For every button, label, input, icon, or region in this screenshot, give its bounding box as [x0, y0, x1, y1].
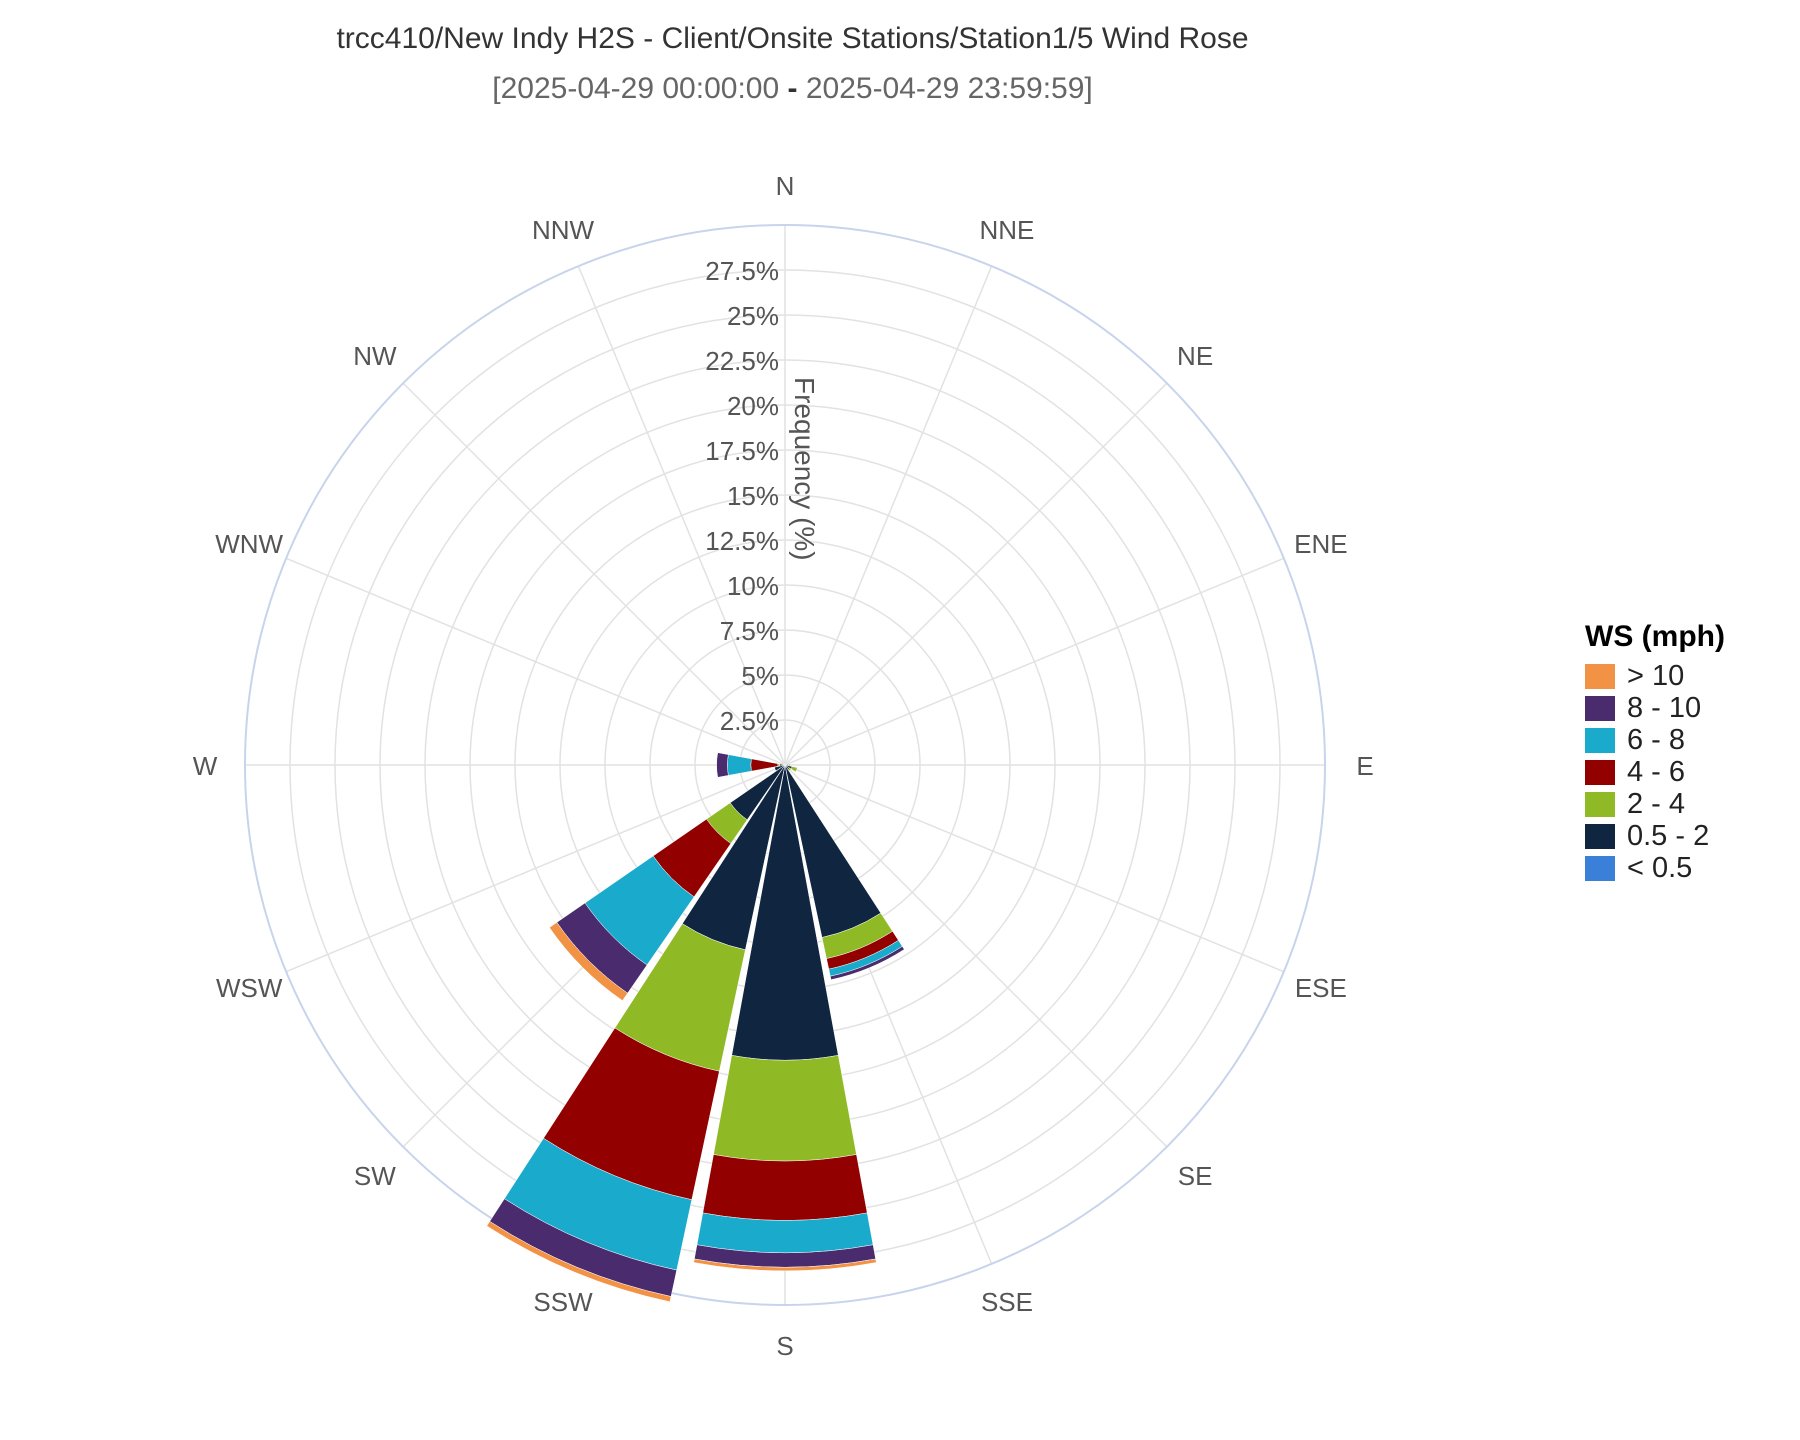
- legend-label: > 10: [1627, 659, 1685, 692]
- legend-swatch: [1585, 791, 1615, 817]
- direction-label-NNE: NNE: [980, 215, 1035, 245]
- radial-tick-label: 22.5%: [705, 346, 779, 376]
- direction-label-W: W: [193, 751, 218, 781]
- legend-item[interactable]: > 10: [1585, 660, 1725, 692]
- spoke-ENE: [784, 557, 1285, 766]
- radial-tick-label: 10%: [727, 571, 779, 601]
- direction-label-SSE: SSE: [981, 1287, 1033, 1317]
- spoke-WNW: [285, 557, 786, 766]
- direction-label-N: N: [776, 171, 795, 201]
- legend-title: WS (mph): [1585, 620, 1725, 653]
- legend-swatch: [1585, 855, 1615, 881]
- bar-SSW-series-6: [486, 1221, 672, 1303]
- radial-axis-title: Frequency (%): [789, 377, 820, 561]
- chart-subtitle: [2025-04-29 00:00:00 - 2025-04-29 23:59:…: [0, 72, 1585, 106]
- spoke-NE: [784, 382, 1168, 766]
- legend-label: 8 - 10: [1627, 691, 1702, 724]
- polar-grid: [244, 224, 1326, 1306]
- bar-WSW-series-1: [774, 764, 786, 772]
- legend-item[interactable]: 0.5 - 2: [1585, 820, 1725, 852]
- bar-SSE-series-5: [829, 946, 905, 981]
- legend-item[interactable]: 8 - 10: [1585, 692, 1725, 724]
- bar-S-series-6: [693, 1258, 877, 1272]
- subtitle-end: 2025-04-29 23:59:59]: [805, 72, 1093, 105]
- spoke-NW: [402, 382, 786, 766]
- spoke-NNW: [577, 265, 786, 766]
- legend-item[interactable]: 4 - 6: [1585, 756, 1725, 788]
- direction-label-SE: SE: [1178, 1161, 1213, 1191]
- legend-item[interactable]: 2 - 4: [1585, 788, 1725, 820]
- direction-label-ENE: ENE: [1294, 529, 1347, 559]
- radial-tick-label: 7.5%: [720, 616, 779, 646]
- legend-swatch: [1585, 695, 1615, 721]
- direction-label-E: E: [1356, 751, 1373, 781]
- legend-swatch: [1585, 823, 1615, 849]
- legend-label: 4 - 6: [1627, 755, 1686, 788]
- legend-label: 6 - 8: [1627, 723, 1686, 756]
- wind-rose-chart: 2.5% 5% 7.5% 10% 12.5% 15% 17.5% 20% 22.5% 25% 27.…: [193, 171, 1374, 1361]
- radial-tick-labels: 2.5% 5% 7.5% 10% 12.5% 15% 17.5% 20% 22.5% 25% 27.…: [705, 256, 779, 736]
- bar-ESE-series-2: [790, 766, 798, 773]
- legend-label: < 0.5: [1627, 851, 1693, 884]
- radial-tick-label: 20%: [727, 391, 779, 421]
- spoke-WSW: [285, 764, 786, 973]
- subtitle-separator: -: [779, 72, 806, 105]
- spoke-NNE: [784, 265, 993, 766]
- bar-SW-series-6: [549, 922, 628, 1001]
- direction-label-NNW: NNW: [532, 215, 595, 245]
- subtitle-start: [2025-04-29 00:00:00: [492, 72, 780, 105]
- direction-label-S: S: [776, 1331, 793, 1361]
- spoke-SE: [784, 764, 1168, 1148]
- legend-item[interactable]: < 0.5: [1585, 852, 1725, 884]
- bar-W-series-4: [727, 754, 752, 776]
- legend-swatch: [1585, 759, 1615, 785]
- radial-tick-label: 17.5%: [705, 436, 779, 466]
- direction-label-NW: NW: [353, 341, 397, 371]
- legend-swatch: [1585, 663, 1615, 689]
- radial-tick-label: 15%: [727, 481, 779, 511]
- spoke-ESE: [784, 764, 1285, 973]
- bar-W-series-5: [716, 752, 729, 778]
- direction-label-SSW: SSW: [533, 1287, 593, 1317]
- legend-label: 0.5 - 2: [1627, 819, 1710, 852]
- radial-tick-label: 2.5%: [720, 706, 779, 736]
- chart-title: trcc410/New Indy H2S - Client/Onsite Sta…: [336, 22, 1249, 55]
- outer-ring: [244, 224, 1326, 1306]
- direction-label-SW: SW: [354, 1161, 396, 1191]
- radial-tick-label: 25%: [727, 301, 779, 331]
- direction-label-WSW: WSW: [216, 973, 283, 1003]
- radial-tick-label: 27.5%: [705, 256, 779, 286]
- direction-label-NE: NE: [1177, 341, 1213, 371]
- legend-item[interactable]: 6 - 8: [1585, 724, 1725, 756]
- radial-tick-label: 12.5%: [705, 526, 779, 556]
- legend-label: 2 - 4: [1627, 787, 1686, 820]
- radial-tick-label: 5%: [741, 661, 779, 691]
- direction-label-ESE: ESE: [1295, 973, 1347, 1003]
- direction-labels: N NNE NE ENE E ESE SE SSE S SSW SW WSW W WNW NW NNW: [193, 171, 1374, 1361]
- wind-rose-bars: [486, 752, 905, 1303]
- legend-swatch: [1585, 727, 1615, 753]
- direction-label-WNW: WNW: [215, 529, 283, 559]
- bar-S-series-3: [702, 1154, 868, 1221]
- bar-S-series-2: [713, 1055, 857, 1162]
